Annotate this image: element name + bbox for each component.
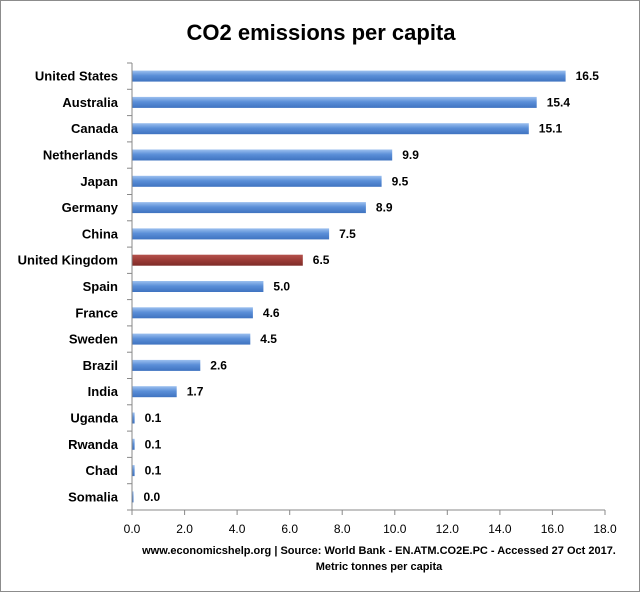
bar-united-kingdom	[132, 254, 303, 266]
category-label-rwanda: Rwanda	[68, 437, 119, 452]
category-label-united-kingdom: United Kingdom	[18, 253, 118, 268]
bar-germany	[132, 202, 366, 214]
bar-france	[132, 307, 253, 319]
source-note: www.economicshelp.org | Source: World Ba…	[141, 545, 616, 557]
x-tick-label: 12.0	[436, 522, 460, 536]
value-label-india: 1.7	[187, 385, 204, 399]
value-label-uganda: 0.1	[145, 411, 162, 425]
x-tick-label: 14.0	[488, 522, 512, 536]
bar-uganda	[132, 412, 135, 424]
value-label-france: 4.6	[263, 306, 280, 320]
category-label-somalia: Somalia	[68, 489, 119, 504]
category-label-uganda: Uganda	[70, 411, 118, 426]
bar-chad	[132, 465, 135, 477]
value-label-canada: 15.1	[539, 122, 563, 136]
value-label-germany: 8.9	[376, 201, 393, 215]
x-tick-label: 16.0	[541, 522, 565, 536]
value-label-chad: 0.1	[145, 464, 162, 478]
category-label-united-states: United States	[35, 69, 118, 84]
value-label-brazil: 2.6	[210, 358, 227, 372]
category-label-spain: Spain	[83, 279, 118, 294]
value-label-somalia: 0.0	[144, 490, 161, 504]
chart-title: CO2 emissions per capita	[187, 20, 457, 45]
bar-china	[132, 228, 330, 240]
category-label-brazil: Brazil	[83, 358, 118, 373]
bar-australia	[132, 96, 537, 108]
category-label-france: France	[75, 305, 118, 320]
bar-canada	[132, 123, 529, 135]
bar-rwanda	[132, 438, 135, 450]
category-label-canada: Canada	[71, 121, 119, 136]
category-label-china: China	[82, 226, 119, 241]
x-tick-label: 2.0	[176, 522, 193, 536]
x-tick-label: 6.0	[281, 522, 298, 536]
x-tick-label: 8.0	[334, 522, 351, 536]
category-label-australia: Australia	[62, 95, 118, 110]
plot-area: United States 16.5 Australia 15.4 Canada 15.1…	[18, 62, 617, 536]
bar-somalia	[132, 491, 134, 503]
x-tick-label: 10.0	[383, 522, 407, 536]
category-label-chad: Chad	[86, 463, 119, 478]
value-label-netherlands: 9.9	[402, 148, 419, 162]
bar-sweden	[132, 333, 251, 345]
value-label-spain: 5.0	[273, 280, 290, 294]
category-label-germany: Germany	[62, 200, 119, 215]
x-tick-label: 0.0	[124, 522, 141, 536]
value-label-australia: 15.4	[547, 95, 571, 109]
category-label-japan: Japan	[80, 174, 118, 189]
x-tick-label: 18.0	[593, 522, 617, 536]
value-label-united-states: 16.5	[576, 69, 600, 83]
bar-india	[132, 386, 177, 398]
bar-united-states	[132, 70, 566, 82]
value-label-japan: 9.5	[392, 174, 409, 188]
bar-netherlands	[132, 149, 393, 161]
bar-japan	[132, 175, 382, 187]
category-label-sweden: Sweden	[69, 332, 118, 347]
category-label-india: India	[88, 384, 119, 399]
value-label-rwanda: 0.1	[145, 437, 162, 451]
value-label-united-kingdom: 6.5	[313, 253, 330, 267]
category-label-netherlands: Netherlands	[43, 148, 118, 163]
x-axis-label: Metric tonnes per capita	[316, 561, 443, 573]
bar-spain	[132, 281, 264, 292]
value-label-china: 7.5	[339, 227, 356, 241]
value-label-sweden: 4.5	[260, 332, 277, 346]
x-tick-label: 4.0	[229, 522, 246, 536]
bar-brazil	[132, 359, 201, 371]
